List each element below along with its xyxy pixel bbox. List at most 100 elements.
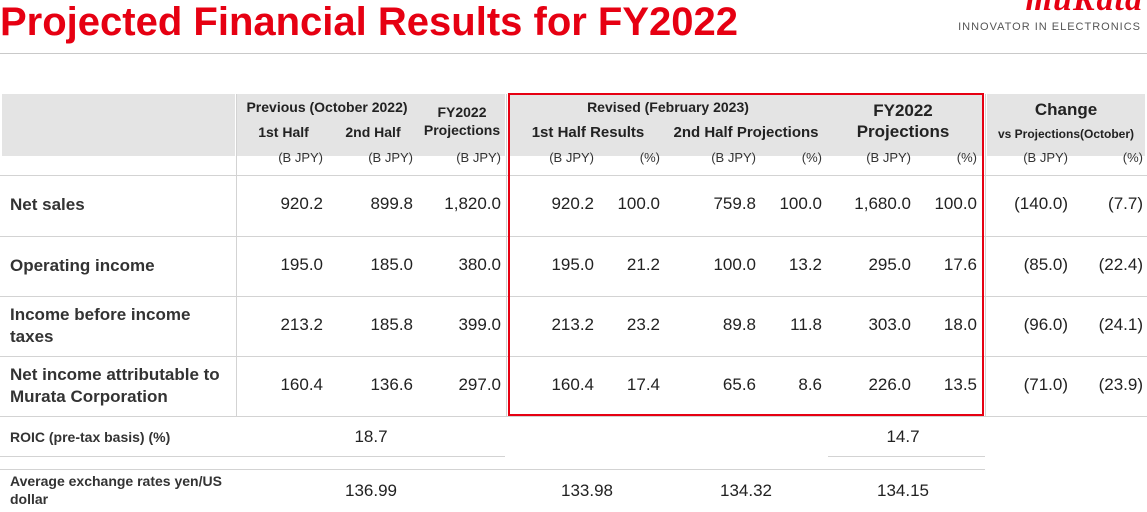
cell-revised-fy2022: 295.0 bbox=[868, 255, 911, 274]
cell-change-pct: (22.4) bbox=[1098, 255, 1143, 274]
cell-change-amount: (96.0) bbox=[1023, 315, 1068, 334]
unit-col9: (%) bbox=[956, 150, 977, 165]
cell-revised-first-half-pct: 21.2 bbox=[626, 255, 660, 274]
cell-change-pct: (7.7) bbox=[1108, 194, 1143, 213]
header-projections: Projections bbox=[856, 122, 950, 141]
logo-tagline: INNOVATOR IN ELECTRONICS bbox=[958, 21, 1141, 33]
cell-prev-first-half: 195.0 bbox=[280, 255, 323, 274]
cell-revised-first-half: 195.0 bbox=[551, 255, 594, 274]
grid-line bbox=[0, 416, 1147, 417]
header-change: Change bbox=[1034, 100, 1098, 119]
cell-prev-fy-projection: 1,820.0 bbox=[444, 194, 501, 213]
row-label-roic: ROIC (pre-tax basis) (%) bbox=[10, 429, 171, 445]
header-first-half-results: 1st Half Results bbox=[531, 124, 645, 141]
cell-change-amount: (140.0) bbox=[1014, 194, 1068, 213]
header-vs-projections: vs Projections(October) bbox=[997, 127, 1135, 141]
header-revised-block bbox=[510, 95, 982, 156]
row-label-net-sales: Net sales bbox=[10, 195, 85, 214]
grid-line bbox=[985, 94, 986, 416]
roic-previous-value: 18.7 bbox=[354, 427, 388, 446]
cell-prev-fy-projection: 380.0 bbox=[458, 255, 501, 274]
cell-revised-first-half-pct: 23.2 bbox=[626, 315, 660, 334]
cell-prev-first-half: 213.2 bbox=[280, 315, 323, 334]
unit-col7: (%) bbox=[801, 150, 822, 165]
cell-change-pct: (23.9) bbox=[1098, 375, 1143, 394]
header-second-half: 2nd Half bbox=[345, 124, 401, 140]
cell-revised-first-half-pct: 100.0 bbox=[617, 194, 660, 213]
cell-revised-fy2022-pct: 100.0 bbox=[934, 194, 977, 213]
header-blank-cell bbox=[2, 94, 235, 156]
cell-revised-fy2022-pct: 18.0 bbox=[943, 315, 977, 334]
unit-col10: (B JPY) bbox=[1023, 150, 1068, 165]
cell-revised-first-half: 920.2 bbox=[551, 194, 594, 213]
cell-prev-second-half: 136.6 bbox=[370, 375, 413, 394]
cell-revised-fy2022-pct: 17.6 bbox=[943, 255, 977, 274]
cell-prev-fy-projection: 297.0 bbox=[458, 375, 501, 394]
cell-prev-fy-projection: 399.0 bbox=[458, 315, 501, 334]
grid-line bbox=[0, 236, 1147, 237]
cell-revised-second-half: 759.8 bbox=[713, 194, 756, 213]
row-label-operating-income: Operating income bbox=[10, 256, 155, 275]
row-label-net-income: Net income attributable to Murata Corpor… bbox=[10, 365, 220, 406]
header-fy-projections-line1: FY2022 bbox=[437, 104, 487, 120]
cell-prev-second-half: 185.8 bbox=[370, 315, 413, 334]
row-label-exchange-rates: Average exchange rates yen/US dollar bbox=[10, 473, 222, 507]
cell-prev-first-half: 920.2 bbox=[280, 194, 323, 213]
cell-revised-second-half-pct: 100.0 bbox=[779, 194, 822, 213]
revised-highlight-box bbox=[508, 93, 984, 416]
row-label-income-before-taxes: Income before income taxes bbox=[10, 305, 191, 346]
header-previous: Previous (October 2022) bbox=[246, 99, 408, 115]
grid-line bbox=[0, 356, 1147, 357]
unit-col1: (B JPY) bbox=[278, 150, 323, 165]
fx-fy2022-value: 134.15 bbox=[877, 481, 929, 500]
cell-change-amount: (85.0) bbox=[1023, 255, 1068, 274]
unit-col2: (B JPY) bbox=[368, 150, 413, 165]
logo-wordmark: muRata bbox=[1026, 0, 1143, 17]
cell-change-amount: (71.0) bbox=[1023, 375, 1068, 394]
grid-line bbox=[828, 456, 985, 457]
cell-revised-second-half-pct: 13.2 bbox=[788, 255, 822, 274]
unit-col8: (B JPY) bbox=[866, 150, 911, 165]
cell-change-pct: (24.1) bbox=[1098, 315, 1143, 334]
header-change-block bbox=[987, 94, 1145, 156]
grid-line bbox=[0, 296, 1147, 297]
cell-revised-second-half-pct: 8.6 bbox=[798, 375, 822, 394]
unit-col3: (B JPY) bbox=[456, 150, 501, 165]
cell-revised-second-half-pct: 11.8 bbox=[790, 315, 822, 334]
cell-revised-second-half: 100.0 bbox=[713, 255, 756, 274]
grid-line bbox=[236, 94, 237, 416]
cell-revised-second-half: 65.6 bbox=[722, 375, 756, 394]
header-fy2022: FY2022 bbox=[873, 101, 933, 120]
unit-col5: (%) bbox=[639, 150, 660, 165]
title-divider bbox=[0, 53, 1147, 54]
cell-prev-first-half: 160.4 bbox=[280, 375, 323, 394]
unit-col11: (%) bbox=[1122, 150, 1143, 165]
cell-revised-fy2022: 1,680.0 bbox=[854, 194, 911, 213]
roic-fy2022-value: 14.7 bbox=[886, 427, 920, 446]
grid-line bbox=[0, 175, 1147, 176]
cell-revised-second-half: 89.8 bbox=[722, 315, 756, 334]
cell-prev-second-half: 899.8 bbox=[370, 194, 413, 213]
header-previous-block bbox=[237, 94, 505, 156]
cell-revised-first-half: 160.4 bbox=[551, 375, 594, 394]
grid-line bbox=[0, 456, 505, 457]
murata-logo: muRata INNOVATOR IN ELECTRONICS bbox=[950, 0, 1147, 38]
cell-revised-fy2022-pct: 13.5 bbox=[943, 375, 977, 394]
unit-col4: (B JPY) bbox=[549, 150, 594, 165]
page-title: Projected Financial Results for FY2022 bbox=[0, 0, 739, 44]
cell-revised-fy2022: 303.0 bbox=[868, 315, 911, 334]
cell-prev-second-half: 185.0 bbox=[370, 255, 413, 274]
unit-col6: (B JPY) bbox=[711, 150, 756, 165]
grid-line bbox=[506, 94, 507, 416]
cell-revised-first-half: 213.2 bbox=[551, 315, 594, 334]
fx-first-half-value: 133.98 bbox=[561, 481, 613, 500]
fx-previous-value: 136.99 bbox=[345, 481, 397, 500]
header-fy-projections-line2: Projections bbox=[423, 122, 501, 138]
header-revised: Revised (February 2023) bbox=[587, 99, 749, 115]
header-second-half-projections: 2nd Half Projections bbox=[673, 124, 819, 141]
cell-revised-first-half-pct: 17.4 bbox=[626, 375, 660, 394]
header-first-half: 1st Half bbox=[258, 124, 309, 140]
grid-line bbox=[0, 469, 985, 470]
fx-second-half-value: 134.32 bbox=[720, 481, 772, 500]
cell-revised-fy2022: 226.0 bbox=[868, 375, 911, 394]
